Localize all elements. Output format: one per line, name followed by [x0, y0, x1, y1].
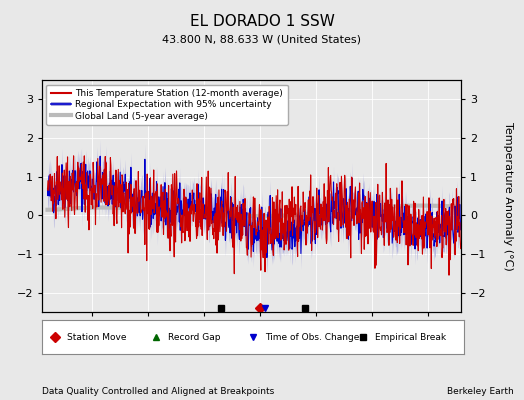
Text: Berkeley Earth: Berkeley Earth — [447, 387, 514, 396]
Text: Station Move: Station Move — [67, 332, 127, 342]
Text: Data Quality Controlled and Aligned at Breakpoints: Data Quality Controlled and Aligned at B… — [42, 387, 274, 396]
Legend: This Temperature Station (12-month average), Regional Expectation with 95% uncer: This Temperature Station (12-month avera… — [47, 84, 288, 125]
Text: Time of Obs. Change: Time of Obs. Change — [266, 332, 360, 342]
Y-axis label: Temperature Anomaly (°C): Temperature Anomaly (°C) — [504, 122, 514, 270]
Text: Record Gap: Record Gap — [169, 332, 221, 342]
Text: 43.800 N, 88.633 W (United States): 43.800 N, 88.633 W (United States) — [162, 34, 362, 44]
Text: EL DORADO 1 SSW: EL DORADO 1 SSW — [190, 14, 334, 29]
Text: Empirical Break: Empirical Break — [375, 332, 446, 342]
